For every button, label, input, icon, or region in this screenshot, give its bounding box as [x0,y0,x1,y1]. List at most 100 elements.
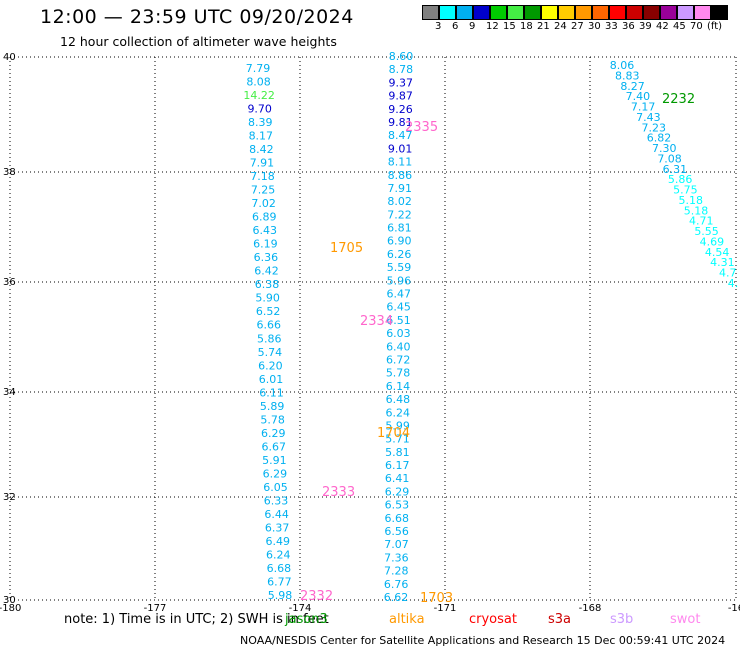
legend-swatch [660,5,677,20]
wave-height-value: 6.52 [256,305,281,318]
wave-height-value: 6.11 [259,386,284,399]
wave-height-value: 7.25 [251,184,276,197]
latitude-label: 34 [3,387,16,398]
wave-height-value: 8.47 [388,129,413,142]
wave-height-value: 6.53 [385,499,410,512]
wave-height-value: 6.37 [265,521,290,534]
wave-height-value: 5.78 [386,367,411,380]
pass-label: 1704 [377,426,410,441]
wave-height-value: 6.41 [385,472,410,485]
wave-height-value: 5.89 [260,400,285,413]
legend-label: 21 [537,21,550,32]
longitude-label: -177 [144,603,167,614]
pass-label: 1705 [330,241,363,256]
page-title: 12:00 — 23:59 UTC 09/20/2024 [40,6,354,28]
wave-height-value: 5.55 [694,225,719,238]
wave-height-value: 6.72 [386,353,411,366]
legend-label: 30 [588,21,601,32]
wave-height-value: 9.81 [388,116,413,129]
wave-height-value: 6.17 [385,459,410,472]
wave-height-value: 5.74 [258,346,283,359]
pass-label: 1703 [420,591,453,606]
wave-height-value: 5.86 [668,173,693,186]
wave-height-value: 7.91 [388,182,413,195]
legend-label: 39 [639,21,652,32]
pass-label: 2332 [300,589,333,604]
legend-swatch [541,5,558,20]
wave-height-value: 6.81 [387,222,412,235]
wave-height-value: 7.28 [384,565,409,578]
wave-height-value: 5.90 [255,292,280,305]
wave-height-value: 6.33 [264,494,289,507]
wave-height-value: 6.20 [258,359,283,372]
wave-height-value: 6.90 [387,235,412,248]
wave-height-value: 6.43 [253,224,278,237]
wave-height-value: 4.71 [689,215,714,228]
wave-height-value: 8.11 [388,156,413,169]
wave-height-value: 5.75 [673,184,698,197]
legend-label: 24 [554,21,567,32]
wave-height-value: 7.40 [626,90,651,103]
legend-label: 6 [452,21,459,32]
legend-swatch [524,5,541,20]
wave-height-value: 6.03 [386,327,411,340]
legend-label: 42 [656,21,669,32]
satellite-legend-item: altika [389,612,425,627]
wave-height-value: 6.44 [264,508,289,521]
legend-label: (ft) [707,21,723,32]
wave-height-value: 4.69 [700,235,725,248]
legend-swatch [507,5,524,20]
wave-height-value: 9.01 [388,142,413,155]
longitude-label: -180 [0,603,21,614]
wave-height-value: 7.23 [641,121,666,134]
wave-height-value: 4.7 [719,267,737,280]
wave-height-value: 5.86 [257,332,282,345]
wave-height-value: 6.56 [384,525,409,538]
wave-height-value: 7.36 [384,551,409,564]
pass-labels: 2232 2335 1705 2334 1704 2333 2332 1703 [300,92,695,606]
legend-swatch [677,5,694,20]
wave-height-value: 7.02 [251,197,276,210]
wave-height-value: 8.27 [620,80,645,93]
wave-height-value: 8.42 [249,143,274,156]
pass-label: 2232 [662,92,695,107]
wave-height-value: 7.91 [250,157,275,170]
wave-height-value: 7.79 [246,62,271,75]
wave-height-value: 7.43 [636,111,661,124]
satellite-legend-item: s3b [610,612,634,627]
legend-swatch [694,5,711,20]
wave-height-value: 6.51 [386,314,411,327]
wave-height-value: 8.02 [387,195,412,208]
legend-label: 15 [503,21,516,32]
legend-swatch [558,5,575,20]
legend-swatch [575,5,592,20]
legend-swatch [643,5,660,20]
legend-label: 33 [605,21,618,32]
wave-height-value: 7.22 [387,208,412,221]
legend-swatch [490,5,507,20]
longitude-label: -168 [579,603,602,614]
pass-label: 2334 [360,314,393,329]
legend-label: 18 [520,21,533,32]
wave-height-value: 8.06 [610,59,635,72]
wave-height-value: 6.26 [387,248,412,261]
satellite-legend-item: s3a [548,612,572,627]
wave-height-value: 6.24 [385,406,410,419]
wave-height-value: 6.24 [266,548,291,561]
wave-height-value: 6.29 [261,427,286,440]
wave-height-value: 9.70 [247,103,272,116]
pass-label: 2333 [322,485,355,500]
legend-label: 9 [469,21,476,32]
wave-height-value: 7.30 [652,142,677,155]
wave-height-value: 6.19 [253,238,278,251]
wave-height-value: 5.71 [385,433,410,446]
legend-swatch [439,5,456,20]
wave-height-value: 6.40 [386,340,411,353]
wave-height-value: 9.26 [388,103,413,116]
wave-height-value: 6.31 [663,163,688,176]
wave-height-value: 6.42 [254,265,279,278]
wave-height-value: 14.22 [243,89,275,102]
wave-height-value: 4.31 [710,256,735,269]
wave-height-value: 6.66 [256,319,281,332]
latitude-label: 32 [3,492,16,503]
